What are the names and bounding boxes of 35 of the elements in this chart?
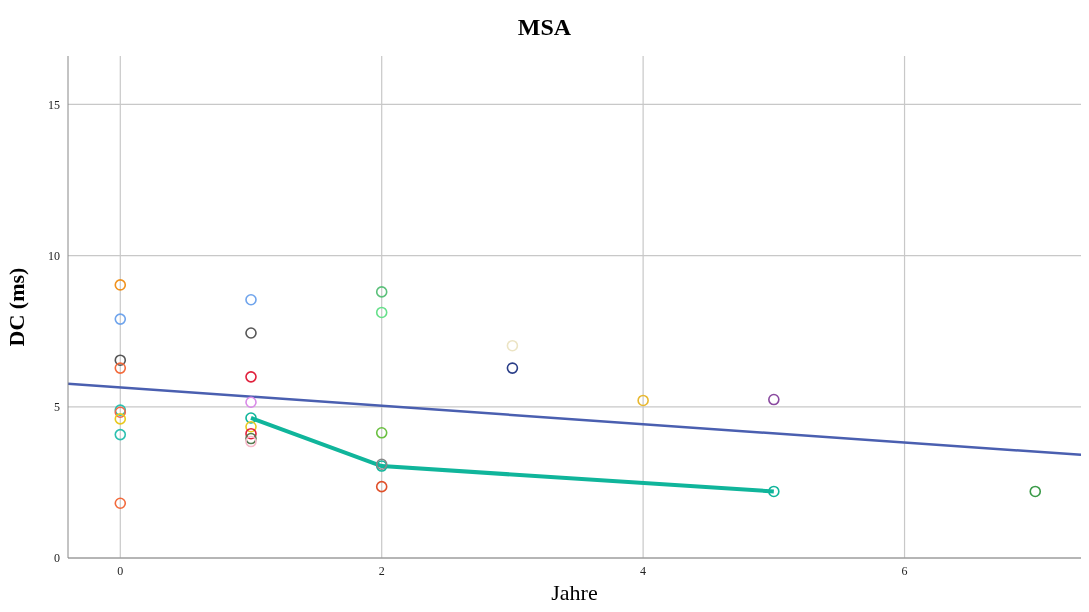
point [375, 286, 388, 298]
point [245, 396, 257, 409]
point [245, 420, 257, 433]
point [245, 327, 257, 339]
point [375, 427, 388, 439]
point [375, 306, 388, 319]
x-tick-label: 2 [378, 563, 385, 578]
point [637, 394, 649, 407]
x-tick-label: 0 [117, 563, 124, 578]
point [114, 428, 127, 441]
point [506, 362, 519, 374]
point [375, 480, 388, 493]
y-axis-title: DC (ms) [3, 267, 29, 347]
point [768, 485, 780, 498]
point [506, 339, 519, 352]
y-tick-label: 15 [48, 97, 60, 112]
point [245, 371, 257, 383]
point [114, 354, 127, 367]
point [114, 497, 127, 510]
x-axis-title: Jahre [551, 580, 598, 605]
chart-title: MSA [516, 14, 573, 41]
point [1029, 485, 1042, 498]
x-tick-label: 6 [901, 563, 908, 578]
point [245, 412, 257, 424]
y-tick-label: 0 [54, 551, 60, 566]
point [114, 362, 127, 374]
point [114, 413, 127, 425]
y-tick-label: 10 [48, 248, 60, 263]
point [245, 293, 257, 306]
point [114, 313, 127, 325]
y-tick-label: 5 [54, 400, 60, 415]
point [768, 393, 780, 406]
x-tick-label: 4 [640, 563, 647, 578]
point [245, 427, 257, 440]
point [114, 279, 127, 291]
